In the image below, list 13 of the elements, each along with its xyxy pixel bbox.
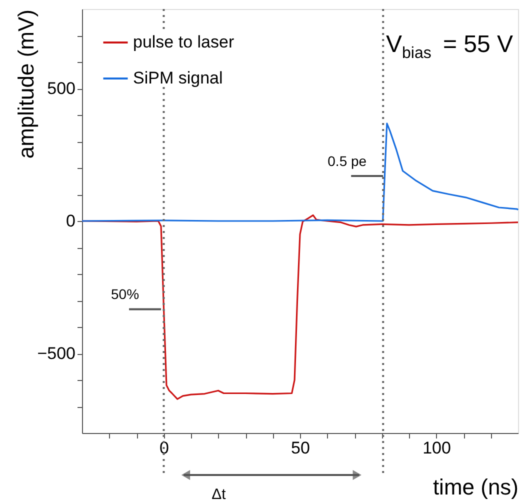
y-axis-title: amplitude (mV) (14, 10, 38, 159)
x-tick-label: 100 (422, 438, 451, 458)
y-tick-label: 500 (47, 79, 76, 98)
y-tick-label: 0 (66, 212, 76, 230)
legend-label: pulse to laser (133, 32, 234, 52)
annotation: 0.5 pe (328, 152, 367, 169)
line-series (81, 122, 519, 222)
legend-label: SiPM signal (133, 68, 223, 88)
annotation: 50% (111, 286, 140, 302)
x-axis-title: time (ns) (432, 474, 518, 500)
y-tick-label: −500 (37, 344, 76, 363)
x-tick-label: 50 (291, 438, 310, 458)
text: Δt (212, 486, 227, 502)
